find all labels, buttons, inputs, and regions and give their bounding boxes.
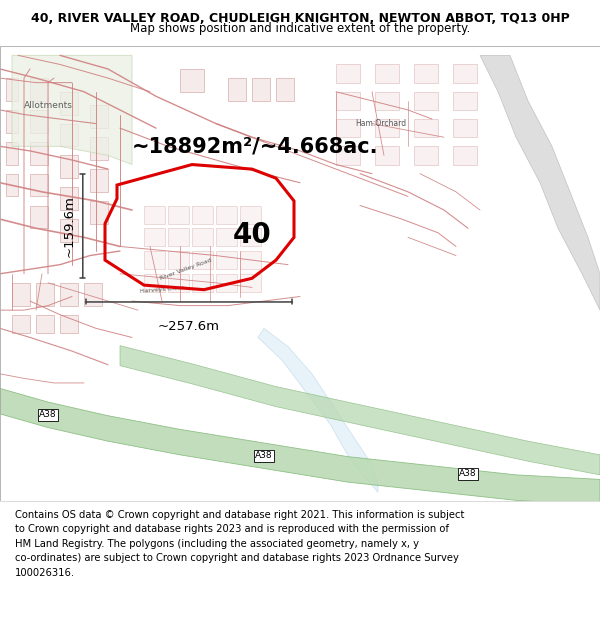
Polygon shape xyxy=(480,56,600,310)
Polygon shape xyxy=(240,206,261,224)
Polygon shape xyxy=(144,228,165,246)
Polygon shape xyxy=(375,92,399,110)
Polygon shape xyxy=(60,156,78,178)
Polygon shape xyxy=(30,142,48,164)
Polygon shape xyxy=(90,201,108,224)
Polygon shape xyxy=(336,64,360,82)
Polygon shape xyxy=(168,274,189,292)
Polygon shape xyxy=(168,228,189,246)
Polygon shape xyxy=(60,219,78,242)
Polygon shape xyxy=(258,328,378,492)
Polygon shape xyxy=(36,315,54,333)
Polygon shape xyxy=(453,119,477,138)
Text: Map shows position and indicative extent of the property.: Map shows position and indicative extent… xyxy=(130,22,470,34)
Polygon shape xyxy=(276,78,294,101)
Text: Ham:Orchard: Ham:Orchard xyxy=(355,119,407,128)
Polygon shape xyxy=(30,206,48,228)
Polygon shape xyxy=(336,92,360,110)
Polygon shape xyxy=(228,78,246,101)
Polygon shape xyxy=(453,92,477,110)
Polygon shape xyxy=(168,206,189,224)
Polygon shape xyxy=(12,56,132,164)
Text: Contains OS data © Crown copyright and database right 2021. This information is : Contains OS data © Crown copyright and d… xyxy=(15,510,464,578)
Polygon shape xyxy=(216,251,237,269)
Polygon shape xyxy=(216,228,237,246)
Polygon shape xyxy=(6,110,18,132)
Polygon shape xyxy=(240,228,261,246)
Polygon shape xyxy=(414,146,438,164)
Polygon shape xyxy=(60,283,78,306)
Polygon shape xyxy=(12,283,30,306)
Polygon shape xyxy=(90,106,108,128)
Polygon shape xyxy=(60,124,78,146)
Polygon shape xyxy=(84,283,102,306)
Polygon shape xyxy=(90,169,108,192)
Text: ~159.6m: ~159.6m xyxy=(62,195,76,257)
Text: A38: A38 xyxy=(255,451,273,460)
Polygon shape xyxy=(414,119,438,138)
Polygon shape xyxy=(453,146,477,164)
Polygon shape xyxy=(240,251,261,269)
Polygon shape xyxy=(90,138,108,160)
Text: River Valley Road: River Valley Road xyxy=(160,258,212,281)
Text: ~257.6m: ~257.6m xyxy=(158,320,220,333)
Polygon shape xyxy=(252,78,270,101)
Text: A38: A38 xyxy=(39,410,57,419)
Polygon shape xyxy=(414,92,438,110)
Polygon shape xyxy=(414,64,438,82)
Polygon shape xyxy=(120,346,600,475)
Text: ~18892m²/~4.668ac.: ~18892m²/~4.668ac. xyxy=(132,136,379,156)
Polygon shape xyxy=(192,206,213,224)
Text: 40, RIVER VALLEY ROAD, CHUDLEIGH KNIGHTON, NEWTON ABBOT, TQ13 0HP: 40, RIVER VALLEY ROAD, CHUDLEIGH KNIGHTO… xyxy=(31,12,569,24)
Polygon shape xyxy=(240,274,261,292)
Polygon shape xyxy=(192,251,213,269)
Text: 40: 40 xyxy=(233,221,271,249)
Polygon shape xyxy=(30,174,48,196)
Polygon shape xyxy=(6,174,18,196)
Polygon shape xyxy=(453,64,477,82)
Polygon shape xyxy=(192,274,213,292)
Polygon shape xyxy=(60,92,78,114)
Polygon shape xyxy=(375,146,399,164)
Polygon shape xyxy=(6,78,18,101)
Polygon shape xyxy=(12,315,30,333)
Polygon shape xyxy=(144,206,165,224)
Polygon shape xyxy=(336,119,360,138)
Polygon shape xyxy=(36,283,54,306)
Polygon shape xyxy=(216,206,237,224)
Polygon shape xyxy=(0,388,600,505)
Polygon shape xyxy=(60,315,78,333)
Polygon shape xyxy=(168,251,189,269)
Polygon shape xyxy=(30,110,48,132)
Polygon shape xyxy=(192,228,213,246)
Polygon shape xyxy=(375,119,399,138)
Text: A38: A38 xyxy=(459,469,477,479)
Polygon shape xyxy=(180,69,204,92)
Polygon shape xyxy=(144,274,165,292)
Polygon shape xyxy=(375,64,399,82)
Polygon shape xyxy=(336,146,360,164)
Text: Harveys Close: Harveys Close xyxy=(139,285,185,294)
Polygon shape xyxy=(60,188,78,210)
Text: Allotments: Allotments xyxy=(23,101,73,110)
Polygon shape xyxy=(144,251,165,269)
Polygon shape xyxy=(216,274,237,292)
Polygon shape xyxy=(6,142,18,164)
Polygon shape xyxy=(30,78,48,101)
